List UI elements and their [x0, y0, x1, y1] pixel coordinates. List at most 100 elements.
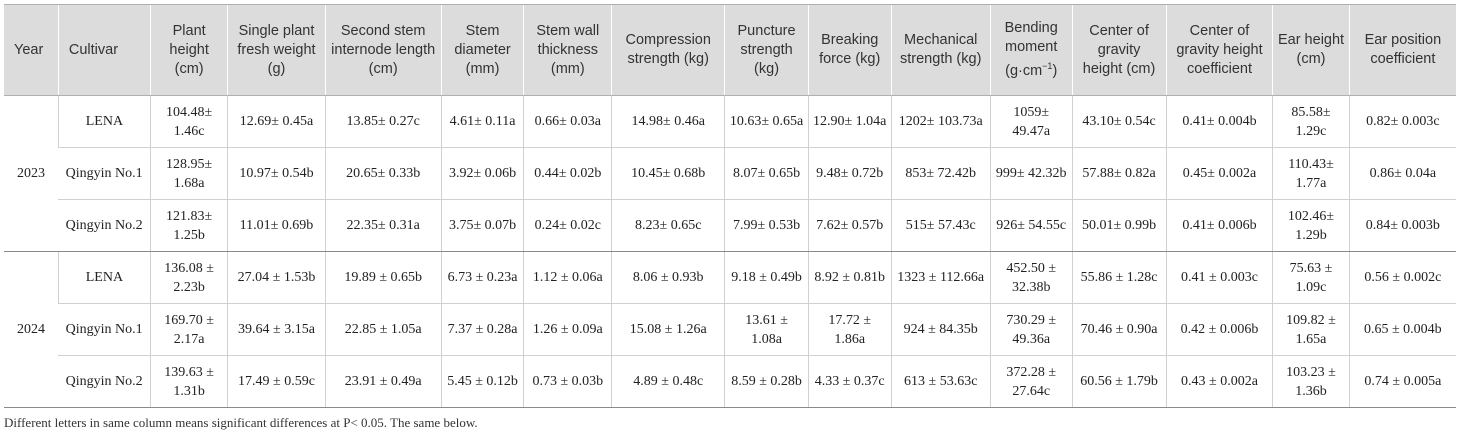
- value-cell: 926± 54.55c: [989, 199, 1072, 252]
- value-cell: 0.84± 0.003b: [1348, 199, 1456, 252]
- value-cell: 372.28 ± 27.64c: [989, 355, 1072, 408]
- value-cell: 20.65± 0.33b: [324, 147, 442, 200]
- value-cell: 924 ± 84.35b: [890, 303, 991, 356]
- cultivar-cell: LENA: [57, 251, 151, 304]
- value-cell: 10.63± 0.65a: [724, 95, 809, 148]
- value-cell: 70.46 ± 0.90a: [1071, 303, 1167, 356]
- header-bending-moment-sup: −1: [1042, 61, 1053, 72]
- value-cell: 7.37 ± 0.28a: [440, 303, 524, 356]
- header-puncture-strength: Puncture strength (kg): [724, 4, 809, 96]
- table-row: Qingyin No.2 121.83± 1.25b 11.01± 0.69b 22.…: [4, 199, 1456, 252]
- header-bending-moment-unit: (g·cm: [1005, 62, 1043, 79]
- value-cell: 3.92± 0.06b: [440, 147, 524, 200]
- value-cell: 1323 ± 112.66a: [890, 251, 991, 304]
- value-cell: 13.85± 0.27c: [324, 95, 442, 148]
- value-cell: 730.29 ± 49.36a: [989, 303, 1072, 356]
- table-row: Qingyin No.1 169.70 ± 2.17a 39.64 ± 3.15a 2…: [4, 303, 1456, 356]
- header-stem-wall-thickness: Stem wall thickness (mm): [523, 4, 612, 96]
- value-cell: 109.82 ± 1.65a: [1272, 303, 1350, 356]
- header-plant-height: Plant height (cm): [149, 4, 228, 96]
- value-cell: 103.23 ± 1.36b: [1272, 355, 1350, 408]
- value-cell: 139.63 ± 1.31b: [149, 355, 228, 408]
- header-year: Year: [4, 4, 59, 96]
- value-cell: 39.64 ± 3.15a: [227, 303, 326, 356]
- value-cell: 8.59 ± 0.28b: [724, 355, 809, 408]
- value-cell: 613 ± 53.63c: [890, 355, 991, 408]
- header-row: Year Cultivar Plant height (cm) Single p…: [4, 4, 1456, 96]
- value-cell: 1202± 103.73a: [890, 95, 991, 148]
- value-cell: 136.08 ± 2.23b: [149, 251, 228, 304]
- value-cell: 8.23± 0.65c: [611, 199, 725, 252]
- cultivar-cell: LENA: [57, 95, 151, 148]
- value-cell: 4.61± 0.11a: [440, 95, 524, 148]
- header-cultivar: Cultivar: [57, 4, 151, 96]
- cultivar-cell: Qingyin No.1: [58, 303, 151, 356]
- header-center-gravity-height: Center of gravity height (cm): [1071, 4, 1167, 96]
- value-cell: 1.26 ± 0.09a: [523, 303, 612, 356]
- header-bending-moment: Bending moment (g·cm−1): [989, 4, 1072, 96]
- value-cell: 57.88± 0.82a: [1071, 147, 1167, 200]
- value-cell: 0.82± 0.003c: [1348, 95, 1456, 148]
- value-cell: 8.07± 0.65b: [724, 147, 809, 200]
- value-cell: 1059± 49.47a: [989, 95, 1072, 148]
- value-cell: 0.73 ± 0.03b: [523, 355, 612, 408]
- table-row: Qingyin No.1 128.95± 1.68a 10.97± 0.54b 20.…: [4, 147, 1456, 200]
- value-cell: 1.12 ± 0.06a: [523, 251, 612, 304]
- value-cell: 515± 57.43c: [890, 199, 991, 252]
- value-cell: 55.86 ± 1.28c: [1071, 251, 1167, 304]
- value-cell: 121.83± 1.25b: [149, 199, 228, 252]
- value-cell: 0.41 ± 0.003c: [1165, 251, 1273, 304]
- header-breaking-force: Breaking force (kg): [807, 4, 892, 96]
- table-row: 2023 LENA 104.48± 1.46c 12.69± 0.45a 13.85± …: [4, 95, 1456, 252]
- value-cell: 22.35± 0.31a: [324, 199, 442, 252]
- table-body: 2023 LENA 104.48± 1.46c 12.69± 0.45a 13.85± …: [4, 95, 1456, 408]
- cultivar-cell: Qingyin No.2: [58, 355, 151, 408]
- value-cell: 853± 72.42b: [890, 147, 991, 200]
- header-bending-moment-label: Bending moment: [1004, 20, 1058, 56]
- value-cell: 128.95± 1.68a: [149, 147, 228, 200]
- value-cell: 50.01± 0.99b: [1071, 199, 1167, 252]
- year-cell: 2023: [4, 95, 59, 252]
- header-mechanical-strength: Mechanical strength (kg): [890, 4, 991, 96]
- table-row: Qingyin No.2 139.63 ± 1.31b 17.49 ± 0.59c 2…: [4, 355, 1456, 408]
- value-cell: 17.72 ± 1.86a: [807, 303, 892, 356]
- value-cell: 0.56 ± 0.002c: [1348, 251, 1456, 304]
- value-cell: 104.48± 1.46c: [149, 95, 228, 148]
- value-cell: 9.48± 0.72b: [807, 147, 892, 200]
- cultivar-cell: Qingyin No.2: [58, 199, 151, 252]
- value-cell: 0.44± 0.02b: [523, 147, 612, 200]
- value-cell: 85.58± 1.29c: [1272, 95, 1350, 148]
- value-cell: 5.45 ± 0.12b: [440, 355, 524, 408]
- table-row: 2024 LENA 136.08 ± 2.23b 27.04 ± 1.53b 19.89…: [4, 251, 1456, 408]
- value-cell: 22.85 ± 1.05a: [324, 303, 442, 356]
- value-cell: 102.46± 1.29b: [1272, 199, 1350, 252]
- value-cell: 0.43 ± 0.002a: [1165, 355, 1273, 408]
- value-cell: 4.89 ± 0.48c: [611, 355, 725, 408]
- value-cell: 60.56 ± 1.79b: [1071, 355, 1167, 408]
- value-cell: 8.92 ± 0.81b: [807, 251, 892, 304]
- data-table: Year Cultivar Plant height (cm) Single p…: [4, 4, 1456, 408]
- value-cell: 11.01± 0.69b: [227, 199, 326, 252]
- header-ear-height: Ear height (cm): [1272, 4, 1350, 96]
- value-cell: 14.98± 0.46a: [611, 95, 725, 148]
- value-cell: 0.41± 0.006b: [1165, 199, 1273, 252]
- header-ear-position-coefficient: Ear position coefficient: [1348, 4, 1456, 96]
- value-cell: 0.42 ± 0.006b: [1165, 303, 1273, 356]
- header-bending-moment-close: ): [1052, 62, 1058, 79]
- value-cell: 110.43± 1.77a: [1272, 147, 1350, 200]
- value-cell: 7.62± 0.57b: [807, 199, 892, 252]
- value-cell: 12.69± 0.45a: [227, 95, 326, 148]
- year-cell: 2024: [4, 251, 59, 408]
- value-cell: 0.45± 0.002a: [1165, 147, 1273, 200]
- cultivar-cell: Qingyin No.1: [58, 147, 151, 200]
- value-cell: 4.33 ± 0.37c: [807, 355, 892, 408]
- value-cell: 10.45± 0.68b: [611, 147, 725, 200]
- value-cell: 0.41± 0.004b: [1165, 95, 1273, 148]
- value-cell: 10.97± 0.54b: [227, 147, 326, 200]
- value-cell: 3.75± 0.07b: [440, 199, 524, 252]
- value-cell: 7.99± 0.53b: [724, 199, 809, 252]
- value-cell: 452.50 ± 32.38b: [989, 251, 1072, 304]
- value-cell: 0.66± 0.03a: [523, 95, 612, 148]
- value-cell: 0.86± 0.04a: [1348, 147, 1456, 200]
- table-container: Year Cultivar Plant height (cm) Single p…: [4, 4, 1456, 431]
